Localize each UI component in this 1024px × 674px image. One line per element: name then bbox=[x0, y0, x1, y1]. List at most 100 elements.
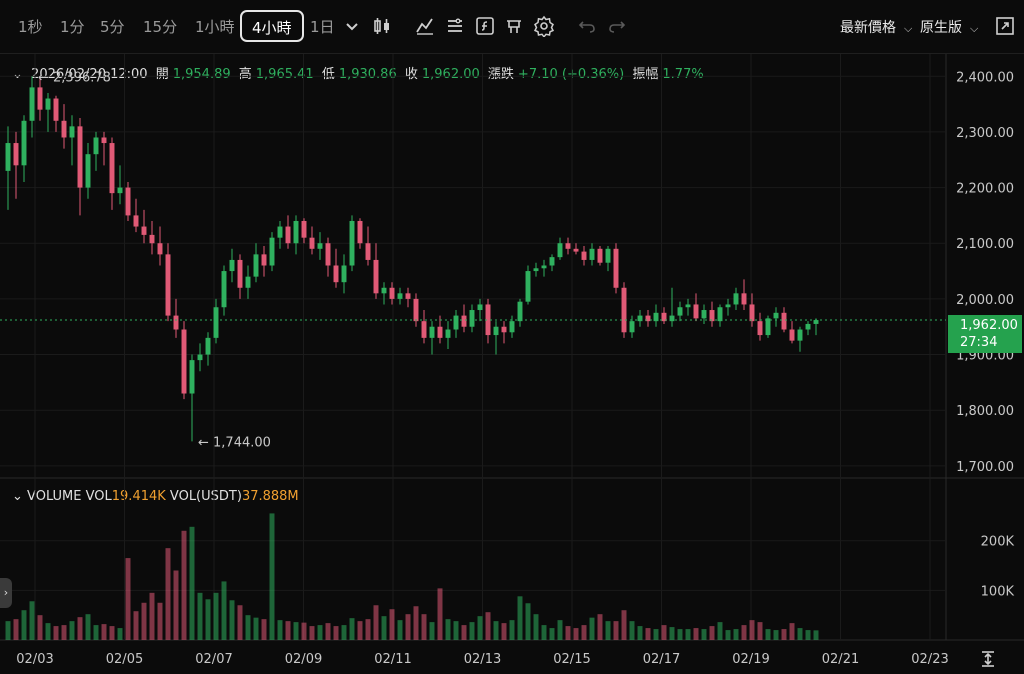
candle-body bbox=[245, 276, 251, 288]
volume-bar bbox=[269, 513, 275, 640]
volume-collapse-icon[interactable]: ⌄ bbox=[12, 489, 23, 504]
candle-body bbox=[709, 310, 715, 322]
price-tick-label: 1,800.00 bbox=[956, 404, 1014, 419]
candle-body bbox=[493, 326, 499, 336]
current-price: 1,962.00 bbox=[960, 318, 1018, 333]
version-select[interactable]: 原生版 ⌵ bbox=[920, 17, 978, 37]
volume-bar bbox=[53, 626, 59, 640]
price-tick-label: 2,200.00 bbox=[956, 182, 1014, 197]
timeframe-15m[interactable]: 15分 bbox=[143, 18, 178, 36]
volume-bar bbox=[509, 620, 515, 640]
candle-body bbox=[805, 323, 811, 330]
volume-bar bbox=[213, 592, 219, 640]
depth-chart-icon[interactable] bbox=[503, 15, 525, 37]
volume-bar bbox=[661, 625, 667, 640]
amplitude-value: 1.77% bbox=[662, 67, 704, 82]
candle-body bbox=[101, 137, 107, 144]
volume-bar bbox=[797, 628, 803, 640]
volume-title: VOLUME bbox=[27, 489, 82, 504]
candlestick-chart[interactable]: 02/03 02/05 02/07 02/09 02/11 02/13 02/15 02/17… bbox=[0, 54, 1024, 674]
auto-scale-icon[interactable] bbox=[978, 649, 998, 669]
more-timeframes-chevron-icon[interactable] bbox=[341, 15, 363, 37]
volume-bar bbox=[613, 621, 619, 640]
x-tick-label: 02/07 bbox=[195, 652, 232, 667]
volume-bar bbox=[389, 609, 395, 640]
vol-usdt-value: 37.888M bbox=[241, 489, 299, 504]
expand-panel-handle[interactable]: › bbox=[0, 578, 12, 608]
open-value: 1,954.89 bbox=[172, 67, 231, 82]
close-label: 收 bbox=[404, 67, 418, 82]
volume-bar bbox=[21, 610, 27, 640]
candle-body bbox=[717, 307, 723, 322]
volume-bar bbox=[565, 626, 571, 640]
volume-bar bbox=[157, 602, 163, 640]
candle-body bbox=[469, 310, 475, 327]
candle-body bbox=[509, 321, 515, 333]
volume-bar bbox=[341, 625, 347, 640]
candle-body bbox=[237, 259, 243, 288]
volume-bar bbox=[397, 620, 403, 640]
timeframe-1s[interactable]: 1秒 bbox=[18, 18, 43, 36]
candle-body bbox=[109, 143, 115, 194]
candle-body bbox=[589, 248, 595, 260]
volume-bar bbox=[165, 548, 171, 640]
timeframe-4h[interactable]: 4小時 bbox=[240, 10, 304, 42]
timeframe-1d[interactable]: 1日 bbox=[310, 18, 335, 36]
price-tick-label: 1,700.00 bbox=[956, 460, 1014, 475]
volume-bar bbox=[373, 605, 379, 640]
timeframe-1m[interactable]: 1分 bbox=[60, 18, 85, 36]
high-marker: ← 2,396.78 bbox=[38, 70, 111, 85]
x-tick-label: 02/03 bbox=[16, 652, 53, 667]
price-tick-label: 2,000.00 bbox=[956, 293, 1014, 308]
candle-body bbox=[685, 304, 691, 308]
candle-body bbox=[781, 312, 787, 330]
candle-body bbox=[45, 98, 51, 110]
volume-bar bbox=[765, 629, 771, 640]
candle-body bbox=[429, 326, 435, 338]
volume-bar bbox=[77, 617, 83, 640]
candle-style-icon[interactable] bbox=[371, 15, 393, 37]
fullscreen-icon[interactable] bbox=[994, 15, 1016, 37]
candle-body bbox=[117, 187, 123, 194]
x-tick-label: 02/23 bbox=[911, 652, 948, 667]
x-tick-label: 02/13 bbox=[464, 652, 501, 667]
candle-body bbox=[701, 310, 707, 319]
volume-bar bbox=[125, 558, 131, 640]
low-value: 1,930.86 bbox=[338, 67, 397, 82]
candle-body bbox=[301, 220, 307, 238]
price-type-select[interactable]: 最新價格 ⌵ bbox=[840, 17, 912, 37]
list-settings-icon[interactable] bbox=[444, 15, 466, 37]
candle-body bbox=[141, 226, 147, 235]
undo-icon[interactable] bbox=[576, 15, 598, 37]
timeframe-5m[interactable]: 5分 bbox=[100, 18, 125, 36]
candle-body bbox=[277, 226, 283, 238]
candle-body bbox=[61, 120, 67, 138]
candle-body bbox=[797, 329, 803, 341]
candle-body bbox=[37, 87, 43, 110]
volume-bar bbox=[781, 629, 787, 640]
formula-icon[interactable] bbox=[474, 15, 496, 37]
candle-body bbox=[445, 329, 451, 338]
candle-body bbox=[53, 98, 59, 121]
amplitude-label: 振幅 bbox=[632, 67, 659, 82]
volume-bar bbox=[277, 620, 283, 640]
candle-body bbox=[749, 304, 755, 322]
indicators-icon[interactable] bbox=[414, 15, 436, 37]
candle-body bbox=[413, 298, 419, 322]
volume-bar bbox=[285, 621, 291, 640]
candle-body bbox=[605, 248, 611, 263]
candle-body bbox=[189, 360, 195, 394]
redo-icon[interactable] bbox=[606, 15, 628, 37]
legend-collapse-icon[interactable]: ⌄ bbox=[12, 67, 23, 82]
gear-icon[interactable] bbox=[533, 15, 555, 39]
volume-bar bbox=[381, 616, 387, 640]
volume-bar bbox=[493, 621, 499, 640]
high-label: 高 bbox=[238, 67, 252, 82]
candle-body bbox=[765, 318, 771, 336]
volume-bar bbox=[93, 625, 99, 640]
timeframe-1h[interactable]: 1小時 bbox=[195, 18, 235, 36]
volume-bar bbox=[101, 624, 107, 640]
price-tick-label: 2,300.00 bbox=[956, 126, 1014, 141]
candle-body bbox=[29, 87, 35, 121]
volume-bar bbox=[149, 592, 155, 640]
